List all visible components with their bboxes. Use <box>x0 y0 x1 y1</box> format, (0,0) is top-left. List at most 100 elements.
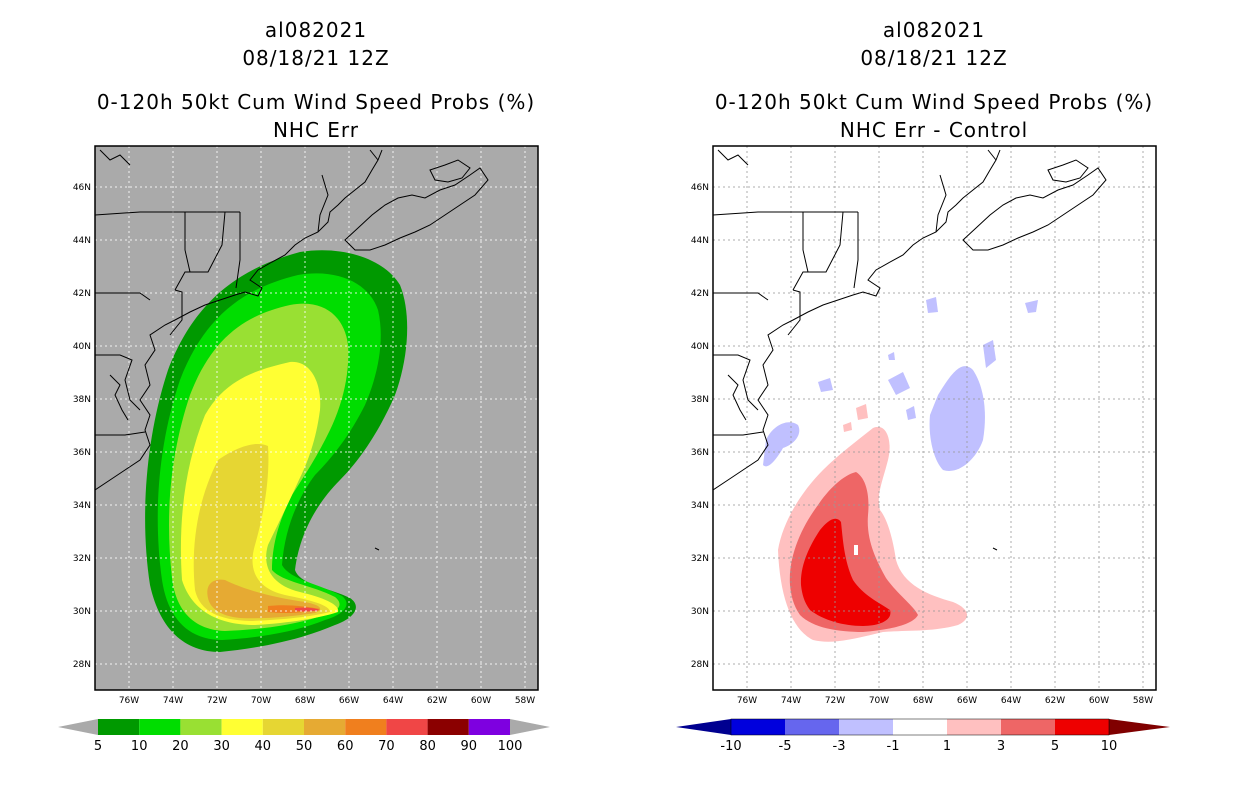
right-lat-label: 44N <box>691 236 709 246</box>
diff-area-blue <box>818 378 833 392</box>
right-colorbar-label: 10 <box>1101 739 1118 754</box>
left-storm-id: al082021 <box>264 18 368 42</box>
left-lon-label: 68W <box>295 696 315 706</box>
left-colorbar-swatch <box>139 719 181 735</box>
right-lat-label: 30N <box>691 607 709 617</box>
right-colorbar-label: -3 <box>833 739 846 754</box>
left-lon-label: 58W <box>515 696 535 706</box>
left-lat-label: 28N <box>73 660 91 670</box>
diff-area-red-tiny <box>854 545 858 555</box>
left-colorbar-swatch <box>98 719 140 735</box>
right-map: 46N 44N 42N 40N 38N 36N 34N 32N 30N 28N … <box>676 145 1170 754</box>
right-lat-label: 40N <box>691 342 709 352</box>
diff-band-5-10 <box>800 518 891 626</box>
right-colorbar-label: 1 <box>943 739 951 754</box>
diff-area-blue <box>929 366 985 471</box>
right-lon-label: 74W <box>781 696 801 706</box>
left-colorbar-end-arrow <box>510 719 550 735</box>
left-colorbar-label: 60 <box>337 739 354 754</box>
left-lon-label: 64W <box>383 696 403 706</box>
right-map-frame <box>712 145 1157 691</box>
left-lon-label: 62W <box>427 696 447 706</box>
left-colorbar-swatch <box>304 719 346 735</box>
left-lon-label: 60W <box>471 696 491 706</box>
right-lon-label: 66W <box>957 696 977 706</box>
left-colorbar-start-arrow <box>58 719 98 735</box>
left-lon-label: 70W <box>251 696 271 706</box>
right-lat-labels: 46N 44N 42N 40N 38N 36N 34N 32N 30N 28N <box>691 183 709 670</box>
right-lon-label: 58W <box>1133 696 1153 706</box>
left-lat-label: 36N <box>73 448 91 458</box>
left-lat-label: 38N <box>73 395 91 405</box>
right-colorbar-end-arrow <box>1109 719 1170 735</box>
left-title: 0-120h 50kt Cum Wind Speed Probs (%) <box>96 90 536 114</box>
right-lon-label: 76W <box>737 696 757 706</box>
right-datetime: 08/18/21 12Z <box>860 46 1008 70</box>
right-storm-id: al082021 <box>882 18 986 42</box>
left-colorbar-label: 80 <box>419 739 436 754</box>
diff-area-blue <box>983 340 996 368</box>
right-graticule <box>713 146 1156 690</box>
right-colorbar-label: 5 <box>1051 739 1059 754</box>
right-lon-label: 68W <box>913 696 933 706</box>
right-lat-label: 38N <box>691 395 709 405</box>
right-colorbar-swatch <box>893 719 947 735</box>
left-colorbar-swatch <box>221 719 263 735</box>
diff-area-red-small <box>843 422 852 432</box>
right-subtitle: NHC Err - Control <box>839 118 1029 142</box>
left-lon-label: 66W <box>339 696 359 706</box>
left-lat-label: 34N <box>73 501 91 511</box>
left-colorbar-swatch <box>180 719 222 735</box>
left-lat-label: 30N <box>73 607 91 617</box>
right-lat-label: 46N <box>691 183 709 193</box>
left-lat-label: 40N <box>73 342 91 352</box>
left-colorbar-label: 50 <box>296 739 313 754</box>
left-colorbar-swatch <box>468 719 510 735</box>
right-lon-label: 70W <box>869 696 889 706</box>
left-lat-label: 32N <box>73 554 91 564</box>
diff-area-blue <box>906 406 916 420</box>
diff-area-blue <box>763 422 800 467</box>
right-colorbar-outline <box>730 718 1110 736</box>
left-lon-label: 72W <box>207 696 227 706</box>
right-lon-label: 60W <box>1089 696 1109 706</box>
right-colorbar-label: -5 <box>779 739 792 754</box>
left-datetime: 08/18/21 12Z <box>242 46 390 70</box>
right-colorbar-swatch <box>1001 719 1055 735</box>
left-subtitle: NHC Err <box>272 118 360 142</box>
diff-negative-areas <box>763 297 1038 471</box>
right-colorbar-swatch <box>839 719 893 735</box>
diff-area-blue <box>1025 300 1038 313</box>
right-lon-label: 72W <box>825 696 845 706</box>
diff-area-blue <box>888 352 895 360</box>
diff-area-blue <box>926 297 938 313</box>
diff-area-blue <box>888 372 910 395</box>
diff-area-red-small <box>856 404 868 420</box>
right-colorbar-label: -1 <box>887 739 900 754</box>
left-colorbar-swatch <box>345 719 387 735</box>
right-colorbar-swatch <box>1055 719 1109 735</box>
left-colorbar-label: 100 <box>498 739 523 754</box>
left-coastline <box>95 149 489 551</box>
left-map: 46N 44N 42N 40N 38N 36N 34N 32N 30N 28N … <box>58 145 550 754</box>
right-lat-label: 32N <box>691 554 709 564</box>
left-colorbar-label: 10 <box>131 739 148 754</box>
right-lat-label: 42N <box>691 289 709 299</box>
left-colorbar-swatch <box>262 719 304 735</box>
right-colorbar-start-arrow <box>676 719 731 735</box>
left-lon-labels: 76W 74W 72W 70W 68W 66W 64W 62W 60W 58W <box>119 696 535 706</box>
left-colorbar-label: 20 <box>172 739 189 754</box>
right-colorbar-labels: -10 -5 -3 -1 1 3 5 10 <box>720 739 1117 754</box>
right-colorbar-swatch <box>947 719 1001 735</box>
right-lon-label: 62W <box>1045 696 1065 706</box>
prob-band-40 <box>193 443 330 621</box>
left-colorbar-labels: 5 10 20 30 40 50 60 70 80 90 100 <box>94 739 523 754</box>
right-colorbar-label: 3 <box>997 739 1005 754</box>
left-colorbar-label: 5 <box>94 739 102 754</box>
right-colorbar-label: -10 <box>720 739 741 754</box>
left-lat-label: 46N <box>73 183 91 193</box>
right-lon-labels: 76W 74W 72W 70W 68W 66W 64W 62W 60W 58W <box>737 696 1153 706</box>
left-lat-label: 42N <box>73 289 91 299</box>
left-map-frame <box>94 145 539 691</box>
left-colorbar <box>58 719 550 735</box>
